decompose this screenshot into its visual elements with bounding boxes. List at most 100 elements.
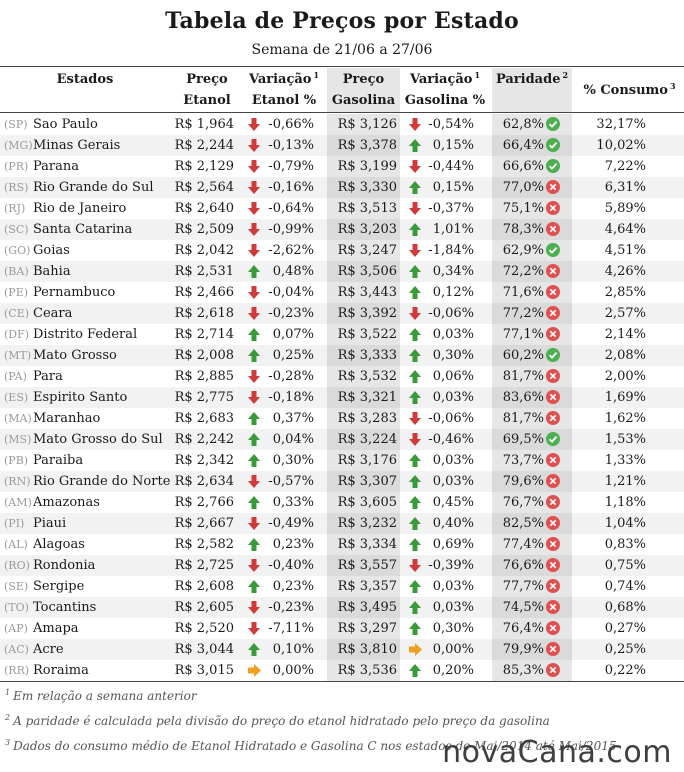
state-name: Piaui bbox=[33, 516, 67, 531]
arrow-down-icon bbox=[247, 285, 261, 300]
ethanol-price: R$ 2,608 bbox=[174, 579, 234, 594]
table-row: (MT) Mato Grosso R$ 2,008 0,25% R$ 3,333 0,30… bbox=[0, 345, 684, 366]
arrow-down-icon bbox=[408, 159, 422, 174]
consumption-share: 0,83% bbox=[604, 537, 646, 552]
gas-variation: 0,69% bbox=[432, 537, 474, 552]
parity-value: 69,5% bbox=[502, 432, 544, 447]
arrow-down-icon bbox=[247, 474, 261, 489]
header-ethanol-variation-text: Variação bbox=[248, 72, 312, 87]
table-row: (GO) Goias R$ 2,042 -2,62% R$ 3,247 -1,84% 62,… bbox=[0, 240, 684, 261]
header-parity-line: Paridade 2 bbox=[496, 69, 568, 90]
parity-value: 77,0% bbox=[502, 180, 544, 195]
arrow-up-icon bbox=[247, 537, 261, 552]
consumption-share: 0,25% bbox=[604, 642, 646, 657]
state-code: (MS) bbox=[4, 433, 32, 446]
gas-column-shade bbox=[327, 135, 400, 156]
gas-price: R$ 3,126 bbox=[337, 117, 397, 132]
ethanol-variation: 0,30% bbox=[272, 453, 314, 468]
gas-variation: 0,20% bbox=[432, 663, 474, 678]
check-circle-icon bbox=[546, 348, 560, 362]
arrow-down-icon bbox=[247, 558, 261, 573]
ethanol-price: R$ 2,725 bbox=[174, 558, 234, 573]
table-row: (TO) Tocantins R$ 2,605 -0,23% R$ 3,495 0,03%… bbox=[0, 597, 684, 618]
consumption-share: 7,22% bbox=[604, 159, 646, 174]
gas-column-shade bbox=[327, 387, 400, 408]
gas-variation: -0,06% bbox=[428, 306, 474, 321]
gas-price: R$ 3,522 bbox=[337, 327, 397, 342]
arrow-up-icon bbox=[408, 453, 422, 468]
gas-price: R$ 3,321 bbox=[337, 390, 397, 405]
arrow-flat-icon bbox=[408, 642, 422, 657]
arrow-flat-icon bbox=[247, 663, 261, 678]
table-row: (AC) Acre R$ 3,044 0,10% R$ 3,810 0,00% 79,9% 0… bbox=[0, 639, 684, 660]
parity-value: 77,1% bbox=[502, 327, 544, 342]
ethanol-variation: -0,49% bbox=[268, 516, 314, 531]
ethanol-price: R$ 2,714 bbox=[174, 327, 234, 342]
gas-variation: 0,12% bbox=[432, 285, 474, 300]
state-code: (PE) bbox=[4, 286, 29, 299]
state-name: Goias bbox=[33, 243, 70, 258]
state-code: (RS) bbox=[4, 181, 29, 194]
consumption-share: 1,69% bbox=[604, 390, 646, 405]
x-circle-icon bbox=[546, 390, 560, 404]
gas-variation: 0,03% bbox=[432, 474, 474, 489]
ethanol-variation: -0,23% bbox=[268, 306, 314, 321]
footnote-mark-3: 3 bbox=[669, 80, 676, 91]
state-name: Ceara bbox=[33, 306, 73, 321]
check-circle-icon bbox=[546, 138, 560, 152]
ethanol-variation: 0,37% bbox=[272, 411, 314, 426]
arrow-up-icon bbox=[247, 411, 261, 426]
parity-value: 72,2% bbox=[502, 264, 544, 279]
ethanol-variation: -0,18% bbox=[268, 390, 314, 405]
state-name: Amazonas bbox=[33, 495, 100, 510]
consumption-share: 2,14% bbox=[604, 327, 646, 342]
gas-variation: -0,44% bbox=[428, 159, 474, 174]
parity-value: 76,6% bbox=[502, 558, 544, 573]
table-row: (RN) Rio Grande do Norte R$ 2,634 -0,57% R$ … bbox=[0, 471, 684, 492]
footnote-2-mark: 2 bbox=[5, 713, 11, 722]
x-circle-icon bbox=[546, 642, 560, 656]
ethanol-price: R$ 1,964 bbox=[174, 117, 234, 132]
header-ethanol-price-line1: Preço bbox=[186, 72, 228, 87]
arrow-down-icon bbox=[408, 243, 422, 258]
state-code: (SP) bbox=[4, 118, 28, 131]
state-name: Santa Catarina bbox=[33, 222, 133, 237]
header-gas-price-line2: Gasolina bbox=[331, 93, 396, 108]
parity-value: 62,8% bbox=[502, 117, 544, 132]
ethanol-price: R$ 2,244 bbox=[174, 138, 234, 153]
gas-price: R$ 3,443 bbox=[337, 285, 397, 300]
ethanol-price: R$ 3,044 bbox=[174, 642, 234, 657]
arrow-down-icon bbox=[247, 180, 261, 195]
header-gas-variation-line1: Variação 1 bbox=[410, 69, 480, 90]
arrow-up-icon bbox=[408, 663, 422, 678]
footnote-3: 3 Dados do consumo médio de Etanol Hidrat… bbox=[5, 732, 616, 757]
gas-column-shade bbox=[327, 492, 400, 513]
gas-variation: -1,84% bbox=[428, 243, 474, 258]
gas-price: R$ 3,378 bbox=[337, 138, 397, 153]
ethanol-variation: 0,23% bbox=[272, 537, 314, 552]
ethanol-price: R$ 2,766 bbox=[174, 495, 234, 510]
gas-column-shade bbox=[327, 429, 400, 450]
gas-price: R$ 3,224 bbox=[337, 432, 397, 447]
gas-price: R$ 3,513 bbox=[337, 201, 397, 216]
x-circle-icon bbox=[546, 495, 560, 509]
gas-column-shade bbox=[327, 156, 400, 177]
state-name: Rio de Janeiro bbox=[33, 201, 127, 216]
footnote-mark-1: 1 bbox=[474, 69, 481, 80]
ethanol-price: R$ 2,667 bbox=[174, 516, 234, 531]
page-title: Tabela de Preços por Estado bbox=[165, 8, 519, 34]
table-row: (SC) Santa Catarina R$ 2,509 -0,99% R$ 3,203… bbox=[0, 219, 684, 240]
gas-price: R$ 3,247 bbox=[337, 243, 397, 258]
header-consumption-text: % Consumo bbox=[583, 83, 668, 98]
gas-price: R$ 3,203 bbox=[337, 222, 397, 237]
state-code: (GO) bbox=[4, 244, 31, 257]
ethanol-price: R$ 2,885 bbox=[174, 369, 234, 384]
arrow-up-icon bbox=[247, 264, 261, 279]
table-row: (RO) Rondonia R$ 2,725 -0,40% R$ 3,557 -0,39%… bbox=[0, 555, 684, 576]
state-code: (PR) bbox=[4, 160, 29, 173]
header-gas-variation-text: Variação bbox=[409, 72, 473, 87]
x-circle-icon bbox=[546, 579, 560, 593]
consumption-share: 32,17% bbox=[596, 117, 646, 132]
state-name: Sergipe bbox=[33, 579, 85, 594]
arrow-down-icon bbox=[247, 201, 261, 216]
